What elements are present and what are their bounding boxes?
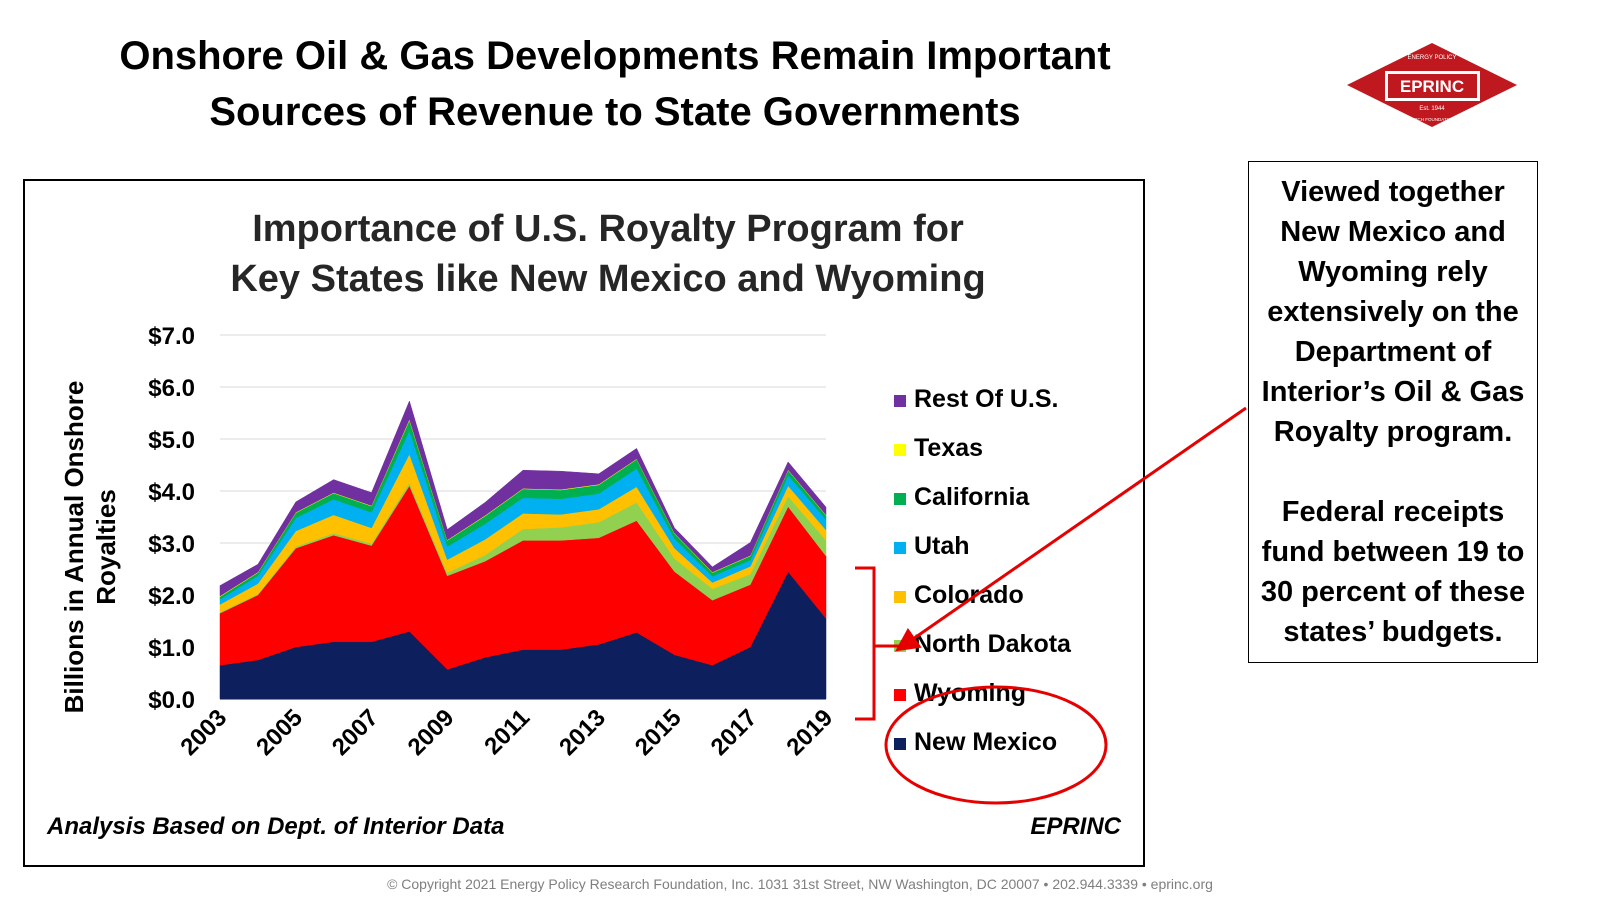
commentary-spacer <box>1255 452 1531 492</box>
x-tick-label: 2015 <box>630 704 687 761</box>
x-tick-label: 2007 <box>327 704 384 761</box>
legend-swatch-utah <box>894 542 906 554</box>
y-tick-label: $5.0 <box>148 427 195 454</box>
footer-copyright: © Copyright 2021 Energy Policy Research … <box>387 876 1213 892</box>
legend-label-new-mexico: New Mexico <box>914 728 1057 756</box>
series-area-rest-of-u-s <box>219 400 827 597</box>
legend-swatch-new-mexico <box>894 738 906 750</box>
y-tick-labels: $0.0 $1.0 $2.0 $3.0 $4.0 $5.0 $6.0 $7.0 <box>148 323 195 714</box>
x-tick-label: 2011 <box>479 704 535 760</box>
eprinc-logo: EPRINC Est. 1944 ENERGY POLICY RESEARCH … <box>1347 43 1517 127</box>
chart-title-line2: Key States like New Mexico and Wyoming <box>230 258 985 300</box>
legend-swatch-wyoming <box>894 689 906 701</box>
slide-title: Onshore Oil & Gas Developments Remain Im… <box>0 28 1230 140</box>
x-tick-label: 2005 <box>251 704 308 761</box>
legend-swatch-north-dakota <box>894 640 906 652</box>
x-tick-labels: 2003 2005 2007 2009 2011 2013 2015 2017 2019 <box>175 704 838 761</box>
logo-text-top: ENERGY POLICY <box>1408 55 1457 61</box>
chart-frame: Importance of U.S. Royalty Program for K… <box>23 179 1145 867</box>
source-note: Analysis Based on Dept. of Interior Data <box>46 813 504 840</box>
legend-label-rest-of-u-s: Rest Of U.S. <box>914 385 1058 413</box>
logo-text-bottom: RESEARCH FOUNDATION INC. <box>1399 117 1465 122</box>
legend-label-utah: Utah <box>914 532 970 560</box>
slide-title-line2: Sources of Revenue to State Governments <box>209 90 1021 134</box>
legend-label-north-dakota: North Dakota <box>914 630 1072 658</box>
x-tick-label: 2019 <box>781 704 838 761</box>
y-tick-label: $0.0 <box>148 687 195 714</box>
legend-label-colorado: Colorado <box>914 581 1024 609</box>
y-tick-label: $2.0 <box>148 583 195 610</box>
legend-label-wyoming: Wyoming <box>914 679 1026 707</box>
y-tick-label: $3.0 <box>148 531 195 558</box>
y-tick-label: $4.0 <box>148 479 195 506</box>
legend: Rest Of U.S. Texas California Utah Colorado N… <box>894 385 1072 756</box>
legend-swatch-rest-of-u-s <box>894 395 906 407</box>
x-tick-label: 2017 <box>706 704 763 761</box>
legend-swatch-texas <box>894 444 906 456</box>
logo-est: Est. 1944 <box>1419 106 1445 112</box>
chart-brand: EPRINC <box>1030 813 1121 840</box>
legend-label-california: California <box>914 483 1030 511</box>
y-tick-label: $7.0 <box>148 323 195 350</box>
y-axis-label-line1: Billions in Annual Onshore <box>59 381 89 714</box>
commentary-paragraph-1: Viewed together New Mexico and Wyoming r… <box>1261 176 1525 448</box>
slide-title-line1: Onshore Oil & Gas Developments Remain Im… <box>119 34 1111 78</box>
y-axis-label-line2: Royalties <box>91 489 121 605</box>
y-tick-label: $6.0 <box>148 375 195 402</box>
legend-label-texas: Texas <box>914 434 983 462</box>
logo-name: EPRINC <box>1400 77 1464 96</box>
series-areas <box>219 400 827 700</box>
logo-banner-inner <box>1388 74 1477 98</box>
royalty-area-chart: Importance of U.S. Royalty Program for K… <box>46 208 1122 840</box>
y-tick-label: $1.0 <box>148 635 195 662</box>
legend-swatch-california <box>894 493 906 505</box>
x-tick-label: 2009 <box>403 704 460 761</box>
chart-title-line1: Importance of U.S. Royalty Program for <box>252 208 964 250</box>
x-tick-label: 2013 <box>554 704 611 761</box>
commentary-paragraph-2: Federal receipts fund between 19 to 30 p… <box>1260 496 1526 648</box>
commentary-box: Viewed together New Mexico and Wyoming r… <box>1248 161 1538 663</box>
y-axis-label: Billions in Annual Onshore Royalties <box>59 381 121 714</box>
legend-swatch-colorado <box>894 591 906 603</box>
